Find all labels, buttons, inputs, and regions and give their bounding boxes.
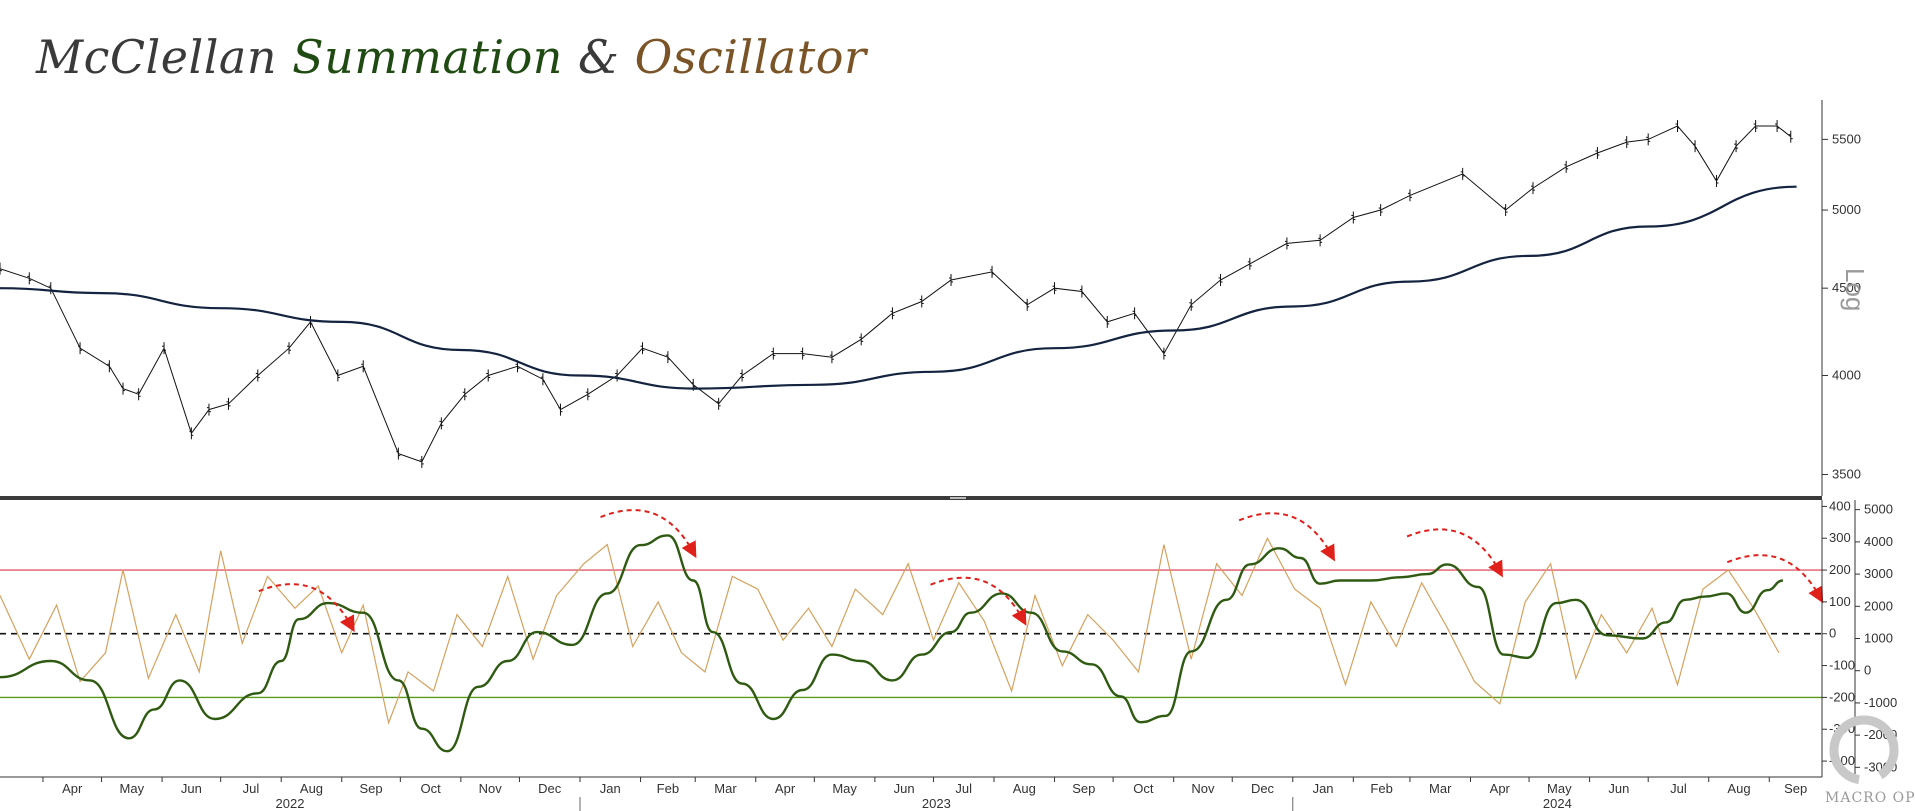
circle-logo-icon [1829, 715, 1899, 785]
sum-tick-label: 2000 [1864, 598, 1893, 613]
osc-tick-label: -200 [1829, 689, 1855, 704]
month-tick-label: Apr [775, 781, 796, 796]
trend-arrow-annotation [258, 583, 355, 633]
title-part-oscillator: Oscillator [634, 30, 867, 84]
year-label: 2022 [276, 796, 305, 811]
month-tick-label: May [832, 781, 857, 796]
osc-tick-label: 400 [1829, 498, 1851, 513]
month-tick-label: Jun [894, 781, 915, 796]
month-tick-label: Sep [1784, 781, 1807, 796]
osc-tick-label: 300 [1829, 530, 1851, 545]
month-tick-label: Jul [955, 781, 972, 796]
price-tick-label: 4500 [1832, 280, 1861, 295]
trend-arrow-annotation [1406, 528, 1503, 578]
summation-line [0, 534, 1784, 753]
axes: 35004000450050005500Log4003002001000-100… [0, 100, 1897, 811]
month-tick-label: Feb [1370, 781, 1392, 796]
month-tick-label: Jun [1608, 781, 1629, 796]
chart-title: McClellan Summation & Oscillator [36, 30, 866, 84]
month-tick-label: Nov [479, 781, 503, 796]
month-tick-label: Aug [1727, 781, 1750, 796]
title-part-mcclellan: McClellan [36, 30, 277, 84]
month-tick-label: Jan [600, 781, 621, 796]
moving-average-line [0, 185, 1797, 390]
month-tick-label: Jul [1670, 781, 1687, 796]
osc-tick-label: 200 [1829, 562, 1851, 577]
year-label: 2023 [922, 796, 951, 811]
month-tick-label: Dec [538, 781, 562, 796]
month-tick-label: Jul [243, 781, 260, 796]
logo: MACRO OPS [1825, 715, 1915, 806]
month-tick-label: Oct [1133, 781, 1154, 796]
month-tick-label: Aug [1013, 781, 1036, 796]
title-part-ampersand: & [578, 30, 620, 84]
price-tick-label: 5500 [1832, 131, 1861, 146]
panel-resize-handle[interactable] [950, 497, 966, 499]
trend-arrow-annotation [600, 509, 697, 559]
trend-arrow-annotation [1726, 554, 1824, 604]
month-tick-label: Apr [62, 781, 83, 796]
sum-tick-label: 0 [1864, 663, 1871, 678]
price-series [0, 120, 1793, 468]
trend-arrow-annotation [930, 576, 1027, 626]
year-label: 2024 [1543, 796, 1572, 811]
osc-tick-label: 0 [1829, 626, 1836, 641]
price-tick-label: 5000 [1832, 202, 1861, 217]
logo-text: MACRO OPS [1825, 790, 1915, 806]
oscillator-line [0, 536, 1780, 726]
month-tick-label: Nov [1191, 781, 1215, 796]
osc-tick-label: 100 [1829, 594, 1851, 609]
month-tick-label: Oct [420, 781, 441, 796]
sum-tick-label: 3000 [1864, 566, 1893, 581]
month-tick-label: May [120, 781, 145, 796]
price-tick-label: 3500 [1832, 467, 1861, 482]
sum-tick-label: 1000 [1864, 631, 1893, 646]
month-tick-label: Mar [714, 781, 737, 796]
month-tick-label: Dec [1251, 781, 1275, 796]
indicator-panel [0, 509, 1824, 753]
panel-separator [0, 496, 1822, 500]
month-tick-label: Apr [1490, 781, 1511, 796]
month-tick-label: Jan [1313, 781, 1334, 796]
month-tick-label: May [1547, 781, 1572, 796]
month-tick-label: Mar [1429, 781, 1452, 796]
month-tick-label: Feb [657, 781, 679, 796]
trend-arrow-annotation [1238, 512, 1335, 562]
title-part-summation: Summation [292, 30, 563, 84]
month-tick-label: Sep [1072, 781, 1095, 796]
price-panel [0, 120, 1797, 468]
month-tick-label: Sep [359, 781, 382, 796]
sum-tick-label: 4000 [1864, 534, 1893, 549]
price-line [0, 125, 1792, 463]
sum-tick-label: -1000 [1864, 695, 1897, 710]
price-tick-label: 4000 [1832, 367, 1861, 382]
log-scale-label: Log [1840, 268, 1870, 311]
month-tick-label: Jun [181, 781, 202, 796]
osc-tick-label: -100 [1829, 658, 1855, 673]
sum-tick-label: 5000 [1864, 502, 1893, 517]
month-tick-label: Aug [300, 781, 323, 796]
